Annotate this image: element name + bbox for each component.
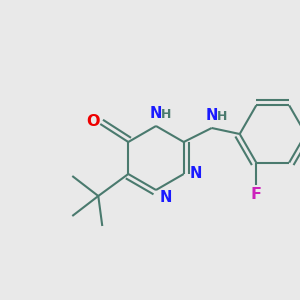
Text: O: O bbox=[86, 115, 100, 130]
Text: F: F bbox=[251, 187, 262, 202]
Text: N: N bbox=[206, 109, 218, 124]
Text: H: H bbox=[161, 107, 171, 121]
Text: H: H bbox=[217, 110, 227, 122]
Text: N: N bbox=[160, 190, 172, 206]
Text: N: N bbox=[150, 106, 162, 122]
Text: N: N bbox=[190, 167, 202, 182]
